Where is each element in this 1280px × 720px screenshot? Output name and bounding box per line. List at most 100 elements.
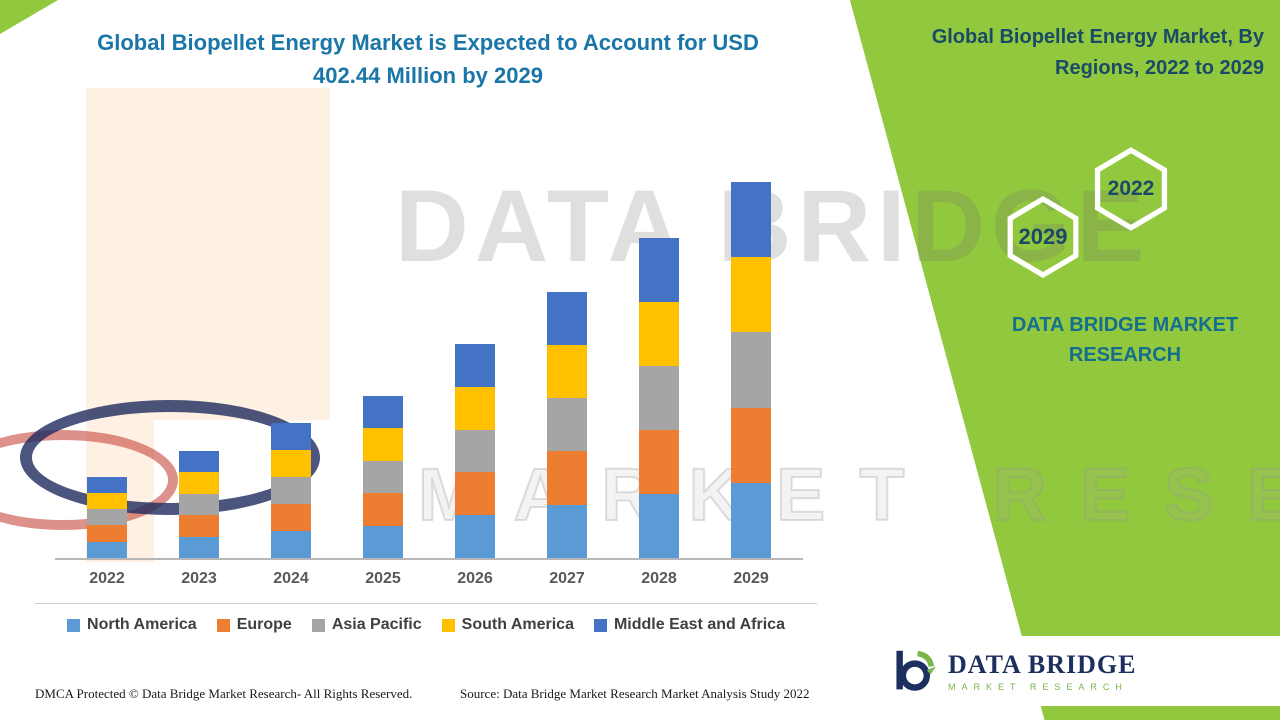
- bar-segment-asia-pacific: [179, 493, 219, 515]
- footer-source-text: Source: Data Bridge Market Research Mark…: [460, 686, 810, 701]
- bar-segment-middle-east-and-africa: [731, 182, 771, 258]
- hexagon-year-label: 2029: [1018, 224, 1068, 249]
- x-axis-label-2027: 2027: [549, 570, 585, 587]
- stacked-bar-2026: [455, 344, 495, 558]
- bar-segment-south-america: [179, 472, 219, 494]
- bar-column-2023: [153, 180, 245, 558]
- bar-segment-asia-pacific: [547, 398, 587, 452]
- legend-item-south-america: South America: [441, 616, 574, 634]
- logo-watermark-flag: [154, 88, 330, 420]
- x-axis-label-2025: 2025: [365, 570, 401, 587]
- stacked-bar-2025: [363, 395, 403, 558]
- bar-segment-north-america: [455, 515, 495, 558]
- legend-swatch-icon: [441, 618, 455, 632]
- axis-divider-line: [35, 603, 817, 604]
- bar-segment-middle-east-and-africa: [271, 422, 311, 450]
- bar-segment-north-america: [271, 530, 311, 558]
- x-axis-label-2023: 2023: [181, 570, 217, 587]
- bar-segment-asia-pacific: [639, 365, 679, 430]
- legend-swatch-icon: [67, 618, 81, 632]
- bar-segment-north-america: [547, 504, 587, 558]
- x-axis-label-2022: 2022: [89, 570, 125, 587]
- bar-segment-middle-east-and-africa: [547, 291, 587, 345]
- bar-segment-asia-pacific: [731, 332, 771, 408]
- bar-segment-north-america: [639, 493, 679, 558]
- legend-item-asia-pacific: Asia Pacific: [311, 616, 422, 634]
- legend-label: Asia Pacific: [331, 616, 422, 633]
- bar-segment-europe: [731, 407, 771, 483]
- bar-segment-north-america: [363, 525, 403, 558]
- x-axis-label-2024: 2024: [273, 570, 309, 587]
- legend-item-middle-east-and-africa: Middle East and Africa: [593, 616, 785, 634]
- bar-segment-south-america: [731, 257, 771, 333]
- bar-column-2022: [61, 180, 153, 558]
- bar-segment-middle-east-and-africa: [363, 395, 403, 428]
- right-panel-title: Global Biopellet Energy Market, By Regio…: [931, 26, 1264, 79]
- bar-column-2028: [613, 180, 705, 558]
- bar-segment-middle-east-and-africa: [455, 344, 495, 387]
- corner-accent-triangle: [0, 0, 58, 34]
- bar-segment-south-america: [363, 428, 403, 461]
- bar-segment-north-america: [87, 541, 127, 558]
- legend-label: Europe: [236, 616, 292, 633]
- bar-column-2027: [521, 180, 613, 558]
- logo-text-block: DATA BRIDGE MARKET RESEARCH: [948, 650, 1136, 692]
- bar-segment-europe: [547, 451, 587, 505]
- bar-segment-middle-east-and-africa: [639, 237, 679, 302]
- hexagon-badge-2029: 2029: [997, 196, 1089, 278]
- bar-segment-middle-east-and-africa: [87, 476, 127, 493]
- logo-subtitle: MARKET RESEARCH: [948, 682, 1128, 692]
- bar-segment-asia-pacific: [363, 460, 403, 493]
- bar-segment-south-america: [87, 492, 127, 510]
- bar-segment-south-america: [271, 449, 311, 477]
- legend-swatch-icon: [311, 618, 325, 632]
- chart-title: Global Biopellet Energy Market is Expect…: [97, 30, 759, 88]
- legend-swatch-icon: [593, 618, 607, 632]
- bar-segment-north-america: [731, 482, 771, 558]
- chart-legend: North America Europe Asia Pacific South Ame…: [35, 616, 817, 634]
- legend-label: Middle East and Africa: [613, 616, 785, 633]
- bar-column-2029: [705, 180, 797, 558]
- footer-dmca-text: DMCA Protected © Data Bridge Market Rese…: [35, 686, 413, 701]
- brand-wordmark: DATA BRIDGE MARKET RESEARCH: [1011, 314, 1239, 366]
- legend-item-europe: Europe: [216, 616, 292, 634]
- x-axis-label-2029: 2029: [733, 570, 769, 587]
- bar-segment-europe: [87, 525, 127, 542]
- stacked-bar-2029: [731, 182, 771, 558]
- x-axis-label-2026: 2026: [457, 570, 493, 587]
- bar-segment-south-america: [639, 301, 679, 366]
- bar-segment-south-america: [455, 386, 495, 430]
- plot-area: [55, 180, 803, 560]
- bar-segment-north-america: [179, 536, 219, 558]
- hexagon-outline-icon: [1094, 147, 1168, 231]
- bar-segment-europe: [455, 472, 495, 516]
- bar-segment-asia-pacific: [455, 429, 495, 473]
- x-axis-labels: 2022 2023 2024 2025 2026 2027 2028 2029: [55, 570, 803, 588]
- logo-name: DATA BRIDGE: [948, 650, 1137, 679]
- stacked-bar-2027: [547, 291, 587, 558]
- bar-segment-europe: [271, 503, 311, 531]
- x-axis-label-2028: 2028: [641, 570, 677, 587]
- stacked-bar-2028: [639, 237, 679, 558]
- bar-segment-middle-east-and-africa: [179, 450, 219, 472]
- data-bridge-logo-icon: [896, 650, 936, 691]
- bar-segment-europe: [179, 515, 219, 537]
- bar-segment-asia-pacific: [87, 509, 127, 526]
- bar-column-2024: [245, 180, 337, 558]
- stacked-bar-2024: [271, 422, 311, 558]
- bar-segment-europe: [639, 429, 679, 494]
- stacked-bar-2022: [87, 476, 127, 558]
- legend-label: North America: [87, 616, 197, 633]
- legend-swatch-icon: [216, 618, 230, 632]
- bar-column-2026: [429, 180, 521, 558]
- legend-item-north-america: North America: [67, 616, 197, 634]
- bar-segment-south-america: [547, 344, 587, 399]
- bar-segment-asia-pacific: [271, 476, 311, 504]
- legend-label: South America: [461, 616, 574, 633]
- hexagon-outline-icon: [1007, 196, 1079, 278]
- hexagon-badge-2022: 2022: [1093, 146, 1169, 232]
- bar-segment-europe: [363, 493, 403, 526]
- hexagon-year-label: 2022: [1107, 177, 1155, 200]
- stacked-bar-2023: [179, 450, 219, 558]
